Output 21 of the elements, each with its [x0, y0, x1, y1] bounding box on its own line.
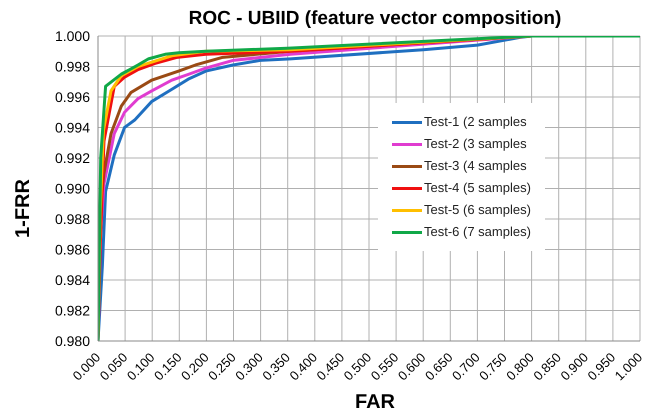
legend-label: Test-5 (6 samples) [424, 201, 531, 219]
legend-label: Test-6 (7 samples) [424, 223, 531, 241]
y-tick-label: 1.000 [54, 28, 90, 44]
legend-label: Test-1 (2 samples [424, 113, 527, 131]
x-axis-title: FAR [354, 391, 396, 414]
y-tick-label: 0.994 [54, 119, 90, 136]
y-tick-label: 0.990 [54, 180, 90, 196]
y-tick-label: 0.986 [54, 241, 90, 258]
y-tick-label: 0.992 [54, 150, 90, 166]
y-tick-label: 0.982 [54, 302, 90, 318]
y-tick-label: 0.984 [54, 272, 90, 288]
legend-label: Test-4 (5 samples) [424, 179, 531, 197]
chart-title: ROC - UBIID (feature vector composition) [188, 8, 562, 30]
y-tick-label: 0.980 [54, 332, 90, 349]
y-tick-label: 0.996 [54, 88, 90, 105]
y-tick-label: 0.988 [54, 210, 90, 227]
y-axis-title: 1-FRR [12, 178, 34, 238]
line-series [98, 36, 640, 341]
y-tick-label: 0.998 [54, 58, 90, 74]
legend-label: Test-3 (4 samples [424, 157, 527, 175]
legend-label: Test-2 (3 samples [424, 135, 527, 153]
